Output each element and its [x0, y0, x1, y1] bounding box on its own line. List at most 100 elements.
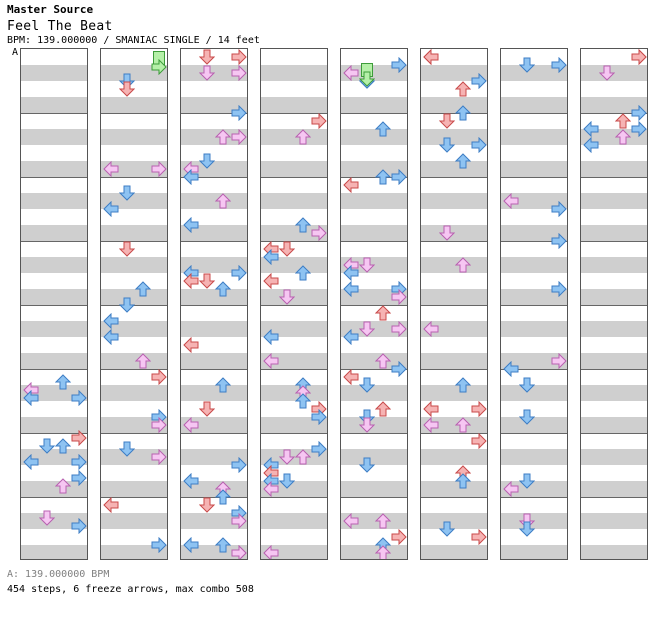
measure-line [421, 177, 487, 178]
beat-band [501, 449, 567, 465]
chart-column [340, 48, 408, 560]
arrow-right-icon [311, 409, 327, 425]
beat-band [261, 65, 327, 81]
arrow-up-icon [135, 353, 151, 369]
beat-band [501, 321, 567, 337]
beat-band [581, 385, 647, 401]
beat-band [421, 417, 487, 433]
arrow-down-icon [39, 438, 55, 454]
beat-band [501, 65, 567, 81]
arrow-down-icon [39, 510, 55, 526]
beat-band [341, 513, 407, 529]
beat-band [341, 225, 407, 241]
beat-band [341, 65, 407, 81]
arrow-down-icon [279, 449, 295, 465]
arrow-left-icon [23, 390, 39, 406]
beat-band [181, 481, 247, 497]
arrow-right-icon [551, 281, 567, 297]
arrow-left-icon [423, 49, 439, 65]
beat-band [581, 193, 647, 209]
arrow-right-icon [71, 430, 87, 446]
arrow-right-icon [391, 169, 407, 185]
measure-line [21, 177, 87, 178]
arrow-down-icon [359, 457, 375, 473]
arrow-right-icon [231, 65, 247, 81]
arrow-right-icon [631, 105, 647, 121]
beat-band [341, 353, 407, 369]
beat-band [421, 321, 487, 337]
arrow-down-icon [199, 65, 215, 81]
beat-band [21, 65, 87, 81]
measure-line [341, 433, 407, 434]
arrow-down-icon [199, 401, 215, 417]
chart-column [580, 48, 648, 560]
arrow-up-icon [615, 113, 631, 129]
beat-band [21, 97, 87, 113]
arrow-right-icon [151, 449, 167, 465]
measure-line [181, 305, 247, 306]
arrow-down-icon [119, 297, 135, 313]
arrow-up-icon [215, 489, 231, 505]
arrow-right-icon [551, 233, 567, 249]
beat-band [261, 417, 327, 433]
beat-band [101, 289, 167, 305]
arrow-down-icon [439, 113, 455, 129]
arrow-right-icon [471, 401, 487, 417]
arrow-left-icon [183, 417, 199, 433]
measure-line [341, 369, 407, 370]
beat-band [501, 161, 567, 177]
beat-band [261, 97, 327, 113]
arrow-up-icon [215, 377, 231, 393]
beat-band [421, 545, 487, 559]
beat-band [181, 321, 247, 337]
arrow-right-icon [391, 57, 407, 73]
arrow-right-icon [311, 113, 327, 129]
arrow-right-icon [471, 529, 487, 545]
beat-band [501, 129, 567, 145]
beat-band [501, 257, 567, 273]
chart-column [260, 48, 328, 560]
arrow-left-icon [183, 473, 199, 489]
beat-band [101, 417, 167, 433]
measure-line [581, 177, 647, 178]
measure-line [501, 497, 567, 498]
beat-band [581, 321, 647, 337]
measure-line [421, 433, 487, 434]
arrow-up-icon [455, 417, 471, 433]
arrow-up-icon [215, 129, 231, 145]
chart-column [500, 48, 568, 560]
arrow-left-icon [263, 273, 279, 289]
beat-band [21, 257, 87, 273]
beat-band [181, 161, 247, 177]
beat-band [101, 385, 167, 401]
measure-line [101, 177, 167, 178]
arrow-up-icon [455, 153, 471, 169]
arrow-down-icon [199, 153, 215, 169]
arrow-right-icon [551, 57, 567, 73]
measure-line [101, 369, 167, 370]
measure-line [581, 241, 647, 242]
measure-line [421, 241, 487, 242]
beat-band [581, 97, 647, 113]
beat-band [21, 225, 87, 241]
beat-band [581, 513, 647, 529]
beat-band [581, 257, 647, 273]
measure-line [261, 433, 327, 434]
beat-band [341, 193, 407, 209]
arrow-right-icon [151, 369, 167, 385]
beat-band [341, 129, 407, 145]
beat-band [21, 513, 87, 529]
measure-line [261, 305, 327, 306]
arrow-right-icon [471, 73, 487, 89]
beat-band [581, 161, 647, 177]
beat-band [421, 449, 487, 465]
arrow-up-icon [295, 265, 311, 281]
beat-band [181, 129, 247, 145]
arrow-right-icon [231, 265, 247, 281]
beat-band [501, 481, 567, 497]
arrow-left-icon [183, 337, 199, 353]
arrow-down-icon [359, 71, 375, 87]
arrow-left-icon [343, 265, 359, 281]
arrow-left-icon [263, 329, 279, 345]
beat-band [181, 289, 247, 305]
